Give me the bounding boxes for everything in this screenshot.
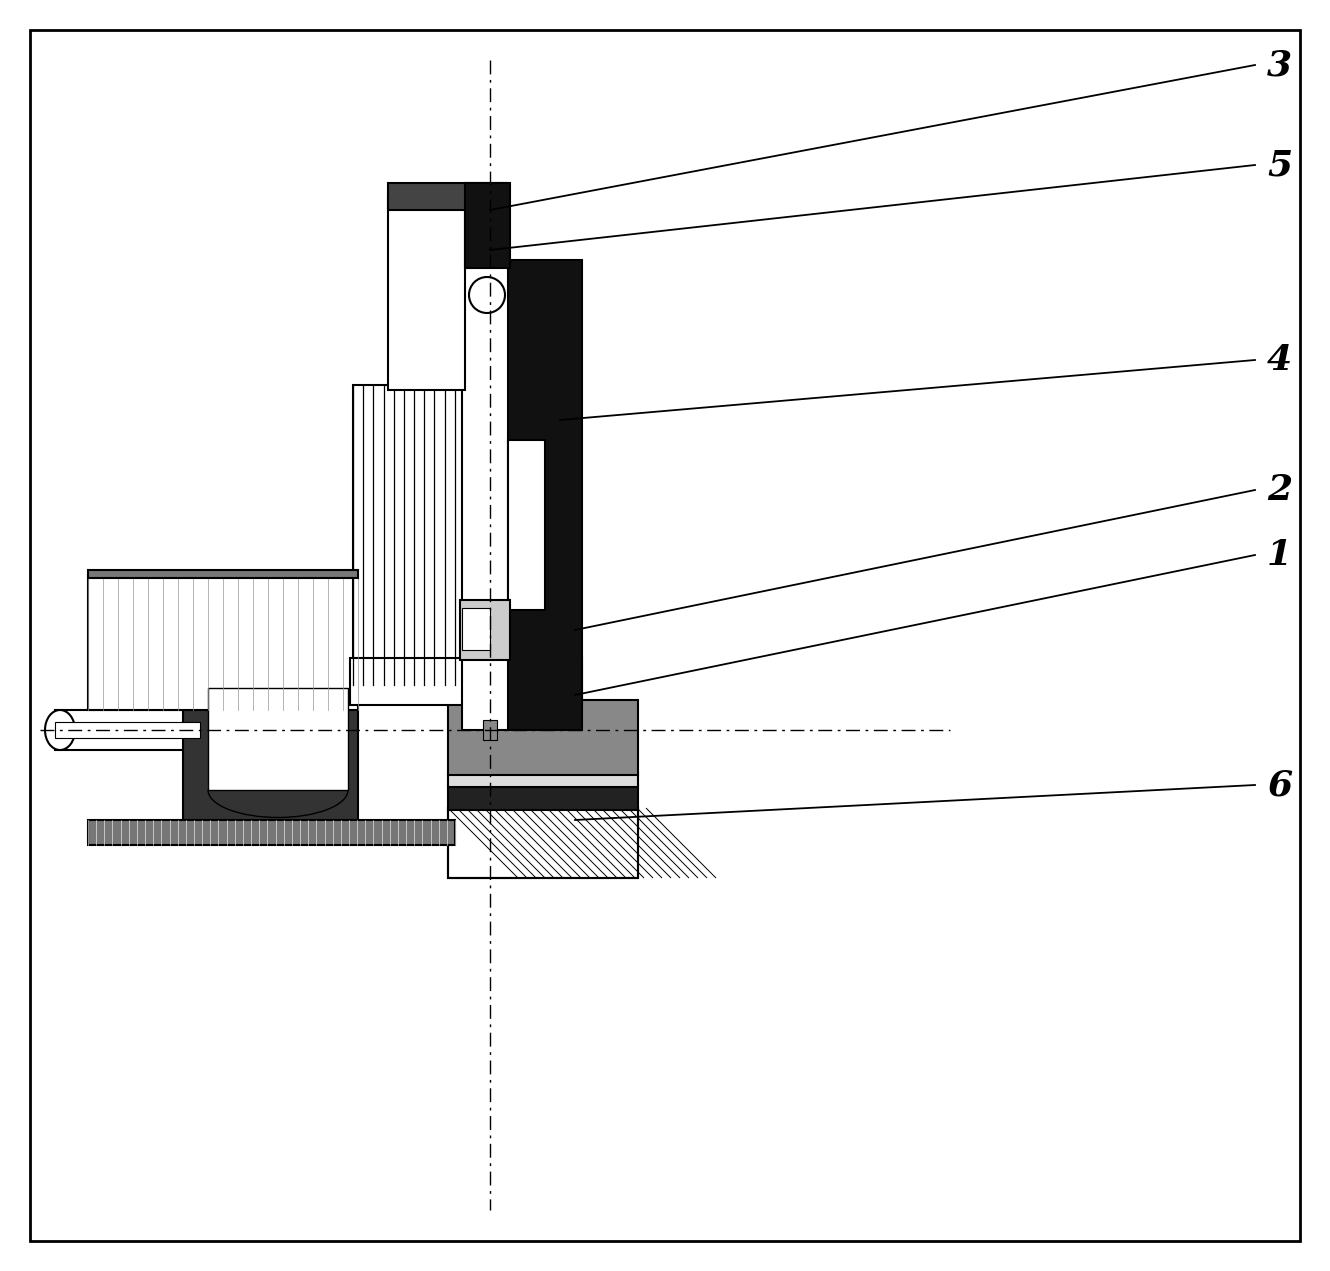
- Polygon shape: [55, 722, 199, 738]
- Polygon shape: [88, 576, 358, 710]
- Polygon shape: [448, 785, 638, 810]
- Polygon shape: [388, 194, 465, 390]
- Polygon shape: [350, 658, 583, 705]
- Polygon shape: [88, 569, 358, 578]
- Polygon shape: [465, 183, 509, 268]
- Circle shape: [469, 277, 505, 313]
- Polygon shape: [207, 688, 348, 791]
- Polygon shape: [462, 194, 508, 730]
- Text: 6: 6: [1267, 768, 1293, 802]
- Polygon shape: [31, 31, 1299, 1240]
- Polygon shape: [55, 710, 205, 750]
- Ellipse shape: [45, 710, 74, 750]
- Polygon shape: [184, 674, 358, 830]
- Text: 2: 2: [1267, 473, 1293, 507]
- Text: 1: 1: [1267, 538, 1293, 572]
- Text: 5: 5: [1267, 147, 1293, 182]
- Polygon shape: [483, 719, 497, 740]
- Text: 3: 3: [1267, 48, 1293, 83]
- Polygon shape: [505, 261, 583, 730]
- Polygon shape: [448, 808, 638, 878]
- Polygon shape: [508, 440, 545, 610]
- Text: 4: 4: [1267, 343, 1293, 377]
- Polygon shape: [388, 183, 508, 210]
- Polygon shape: [88, 820, 455, 845]
- Polygon shape: [460, 600, 509, 660]
- Polygon shape: [448, 700, 638, 775]
- Polygon shape: [352, 385, 466, 685]
- Polygon shape: [448, 773, 638, 787]
- Polygon shape: [462, 608, 489, 649]
